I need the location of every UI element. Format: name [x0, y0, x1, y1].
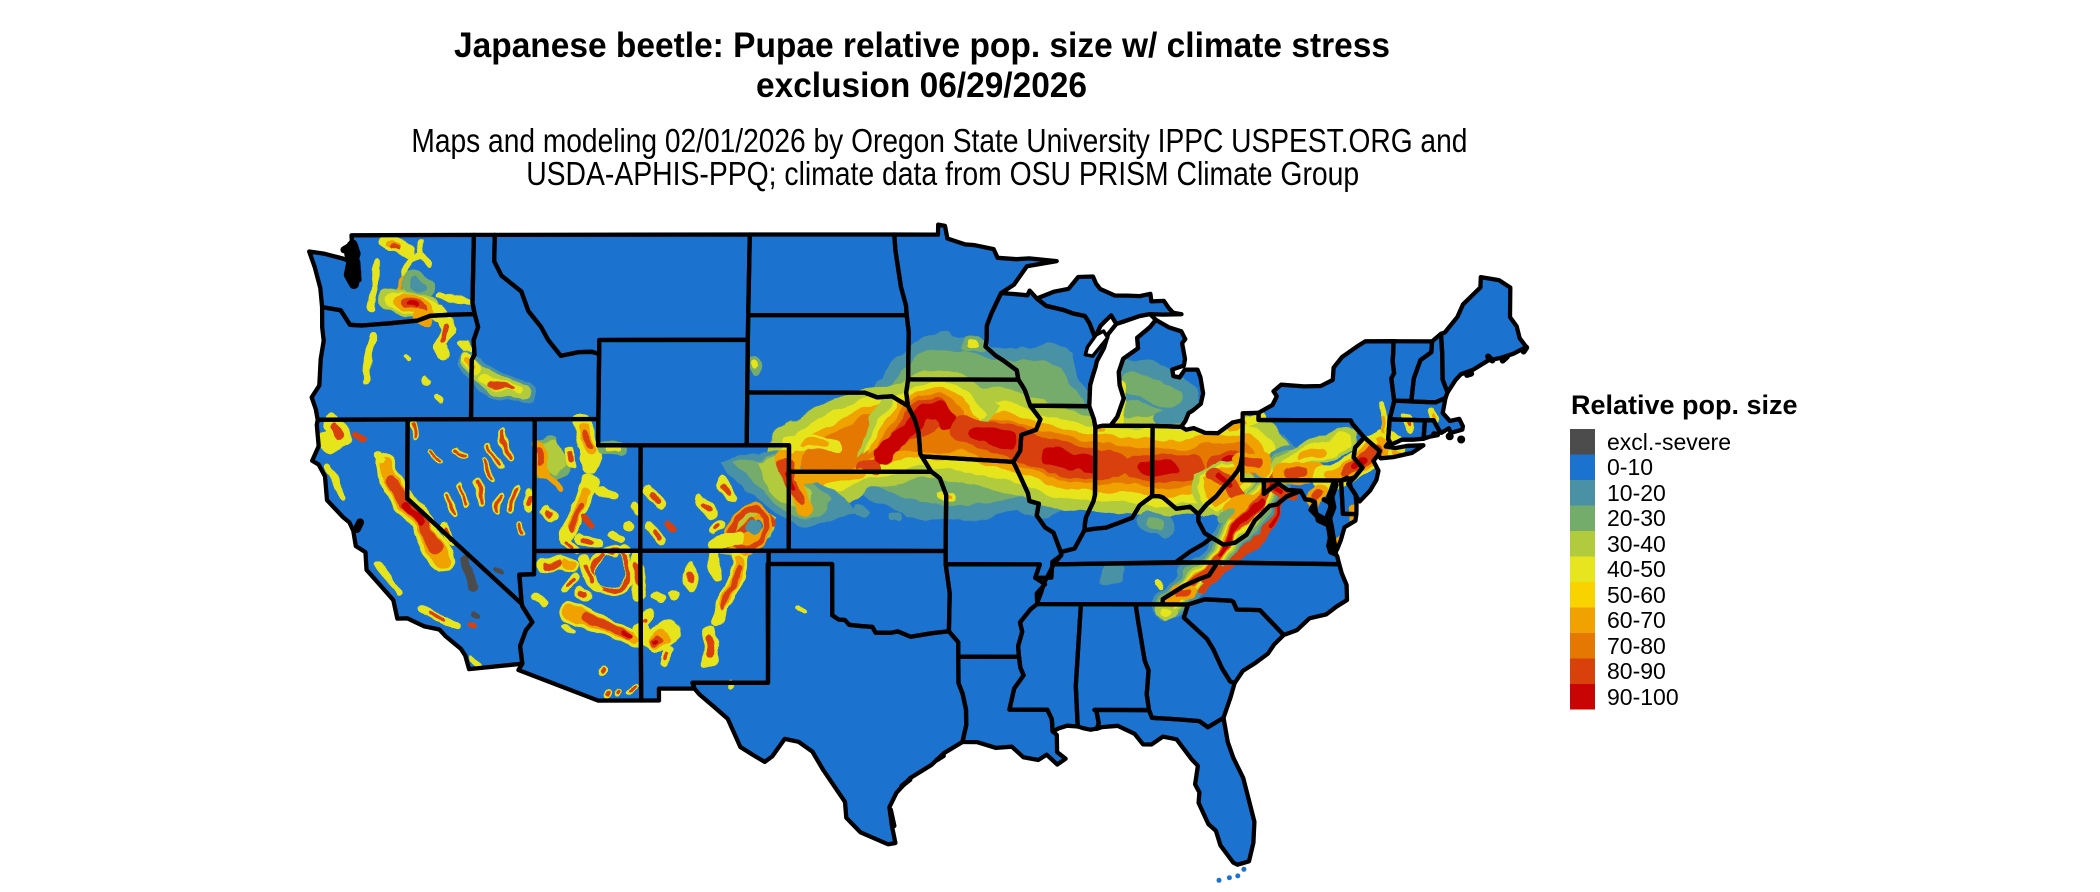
svg-text:excl.-severe: excl.-severe — [1607, 429, 1731, 455]
svg-text:USDA-APHIS-PPQ; climate data f: USDA-APHIS-PPQ; climate data from OSU PR… — [526, 155, 1359, 192]
svg-text:80-90: 80-90 — [1607, 658, 1666, 684]
svg-text:90-100: 90-100 — [1607, 684, 1679, 710]
svg-text:Maps and modeling 02/01/2026 b: Maps and modeling 02/01/2026 by Oregon S… — [411, 122, 1467, 159]
svg-text:60-70: 60-70 — [1607, 607, 1666, 633]
svg-text:40-50: 40-50 — [1607, 556, 1666, 582]
svg-text:20-30: 20-30 — [1607, 505, 1666, 531]
svg-text:10-20: 10-20 — [1607, 480, 1666, 506]
svg-text:Japanese beetle: Pupae relativ: Japanese beetle: Pupae relative pop. siz… — [454, 26, 1390, 65]
svg-text:exclusion 06/29/2026: exclusion 06/29/2026 — [756, 66, 1087, 105]
svg-text:50-60: 50-60 — [1607, 582, 1666, 608]
svg-text:Relative pop. size: Relative pop. size — [1571, 390, 1798, 420]
svg-text:70-80: 70-80 — [1607, 633, 1666, 659]
svg-text:30-40: 30-40 — [1607, 531, 1666, 557]
svg-text:0-10: 0-10 — [1607, 454, 1653, 480]
